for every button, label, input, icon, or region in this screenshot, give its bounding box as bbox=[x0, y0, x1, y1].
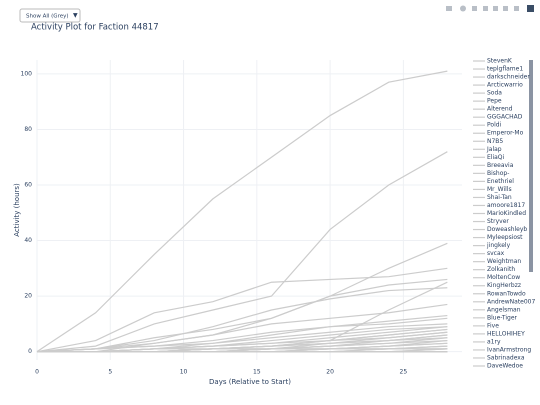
legend-label[interactable]: KingHerbzz bbox=[487, 282, 521, 289]
legend-label[interactable]: Angelsman bbox=[487, 306, 521, 313]
legend-scrollbar[interactable] bbox=[529, 60, 533, 272]
x-tick-label: 5 bbox=[108, 369, 112, 376]
legend-label[interactable]: Doweashleyb bbox=[487, 226, 527, 233]
legend-label[interactable]: Bishop- bbox=[487, 170, 509, 177]
y-tick-label: 80 bbox=[24, 126, 32, 133]
legend-label[interactable]: Breeavia bbox=[487, 162, 514, 169]
legend-label[interactable]: Emperor-Mo bbox=[487, 130, 524, 137]
legend-label[interactable]: Sabrinadexa bbox=[487, 354, 525, 361]
x-tick-label: 10 bbox=[180, 369, 188, 376]
series-line bbox=[36, 70, 448, 353]
x-tick-label: 25 bbox=[400, 369, 408, 376]
series-line bbox=[36, 151, 448, 353]
legend-label[interactable]: Poldi bbox=[487, 122, 502, 129]
y-tick-label: 60 bbox=[24, 182, 32, 189]
legend-label[interactable]: MarioKindled bbox=[487, 210, 526, 217]
legend: StevenKteplgflame1darkschneiderArcticwar… bbox=[473, 58, 535, 370]
legend-label[interactable]: a1ry bbox=[487, 338, 501, 345]
legend-label[interactable]: Shai-Tan bbox=[487, 194, 512, 201]
legend-label[interactable]: darkschneider bbox=[487, 74, 530, 81]
legend-label[interactable]: AndrewNate007 bbox=[487, 298, 535, 305]
legend-label[interactable]: Jalap bbox=[486, 146, 502, 153]
x-tick-label: 15 bbox=[253, 369, 261, 376]
legend-label[interactable]: EliaQi bbox=[487, 154, 505, 161]
legend-label[interactable]: amoore1817 bbox=[487, 202, 525, 209]
series-line bbox=[36, 323, 448, 353]
dropdown[interactable] bbox=[19, 8, 81, 23]
legend-label[interactable]: GGGACHAD bbox=[487, 114, 523, 121]
legend-label[interactable]: svcax bbox=[487, 250, 505, 257]
legend-label[interactable]: N7B5 bbox=[487, 138, 503, 145]
toolbar-icon[interactable] bbox=[493, 6, 498, 11]
series-line bbox=[36, 287, 448, 353]
legend-label[interactable]: DaveWedoe bbox=[487, 363, 523, 370]
y-tick-label: 100 bbox=[21, 70, 33, 77]
toolbar-icon[interactable] bbox=[460, 5, 466, 12]
chart-title: Activity Plot for Faction 44817 bbox=[31, 23, 159, 33]
legend-label[interactable]: Myleepsiost bbox=[487, 234, 523, 241]
series-line bbox=[36, 267, 448, 353]
toolbar-icon[interactable] bbox=[446, 6, 452, 11]
legend-label[interactable]: Weightman bbox=[487, 258, 521, 265]
legend-label[interactable]: MoltenCow bbox=[487, 274, 520, 281]
toolbar-icon[interactable] bbox=[514, 6, 519, 11]
y-tick-label: 20 bbox=[24, 293, 32, 300]
legend-label[interactable]: Enethriel bbox=[487, 178, 514, 185]
x-tick-label: 20 bbox=[326, 369, 334, 376]
legend-label[interactable]: Alterend bbox=[487, 106, 513, 113]
toolbar-icon[interactable] bbox=[472, 6, 477, 11]
dropdown-arrow: ▼ bbox=[73, 12, 78, 19]
legend-label[interactable]: RowanTowdo bbox=[487, 290, 526, 297]
toolbar-icon[interactable] bbox=[503, 6, 508, 11]
legend-label[interactable]: IvanArmstrong bbox=[487, 346, 531, 353]
legend-label[interactable]: Blue-Tiger bbox=[487, 314, 518, 321]
legend-label[interactable]: Stryver bbox=[487, 218, 509, 225]
legend-label[interactable]: teplgflame1 bbox=[487, 66, 523, 73]
grid bbox=[36, 60, 462, 360]
dropdown-label: Show All (Grey) bbox=[26, 14, 69, 20]
x-axis-label: Days (Relative to Start) bbox=[209, 378, 291, 386]
toolbar-icon[interactable] bbox=[483, 6, 488, 11]
y-tick-label: 40 bbox=[24, 237, 32, 244]
legend-label[interactable]: Soda bbox=[487, 90, 502, 97]
legend-label[interactable]: Arcticwarrio bbox=[487, 82, 523, 89]
series-line bbox=[37, 303, 448, 353]
y-tick-label: 0 bbox=[28, 348, 32, 355]
legend-label[interactable]: Five bbox=[487, 322, 499, 329]
toolbar bbox=[446, 5, 534, 12]
legend-label[interactable]: Mr_Wills bbox=[487, 186, 512, 193]
legend-label[interactable]: Zolkanith bbox=[487, 266, 515, 273]
x-tick-label: 0 bbox=[35, 369, 39, 376]
legend-label[interactable]: StevenK bbox=[487, 58, 513, 65]
y-axis-label: Activity (hours) bbox=[13, 183, 21, 237]
legend-label[interactable]: jingkely bbox=[486, 242, 511, 249]
toolbar-icon[interactable] bbox=[527, 5, 534, 12]
legend-label[interactable]: Pepe bbox=[487, 98, 502, 105]
legend-label[interactable]: HELLOHIHEY bbox=[487, 330, 525, 337]
